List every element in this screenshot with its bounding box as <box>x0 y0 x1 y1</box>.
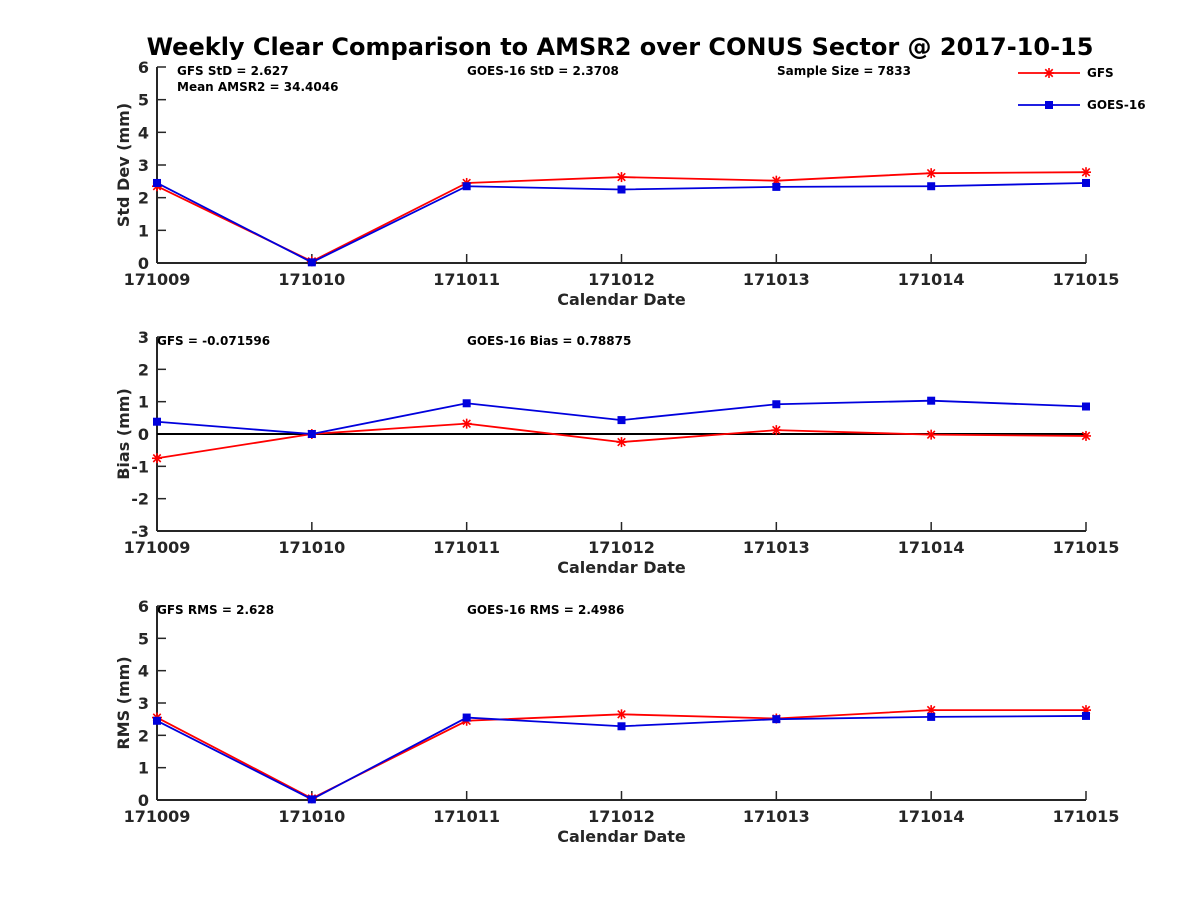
x-axis-label: Calendar Date <box>557 558 686 577</box>
x-tick-label: 171015 <box>1053 807 1120 826</box>
stat-annotation: GOES-16 RMS = 2.4986 <box>467 603 624 617</box>
x-tick-label: 171013 <box>743 538 810 557</box>
data-point-gfs <box>616 437 627 448</box>
x-tick-label: 171014 <box>898 270 965 289</box>
data-point-gfs <box>926 429 937 440</box>
x-tick-label: 171010 <box>278 270 345 289</box>
x-axis-label: Calendar Date <box>557 827 686 846</box>
x-tick-label: 171010 <box>278 538 345 557</box>
y-tick-label: 5 <box>138 91 149 110</box>
data-point-goes-16 <box>772 400 781 409</box>
x-tick-label: 171012 <box>588 807 655 826</box>
data-point-goes-16 <box>772 715 781 724</box>
data-point-goes-16 <box>462 713 471 722</box>
data-point-gfs <box>926 168 937 179</box>
data-point-gfs <box>1081 430 1091 441</box>
data-point-goes-16 <box>617 416 626 425</box>
y-tick-label: 6 <box>138 58 149 77</box>
data-point-goes-16 <box>617 185 626 194</box>
y-tick-label: 3 <box>138 694 149 713</box>
x-tick-label: 171012 <box>588 538 655 557</box>
data-point-goes-16 <box>1082 711 1090 720</box>
chart-panel-3: 0 1 2 3 4 5 6 171009 171010 171011 171012 171013 171… <box>114 597 1119 846</box>
data-point-gfs <box>461 418 472 429</box>
x-tick-label: 171009 <box>124 807 191 826</box>
y-tick-label: 1 <box>138 759 149 778</box>
x-tick-label: 171011 <box>433 538 500 557</box>
x-tick-label: 171009 <box>124 538 191 557</box>
y-tick-label: 2 <box>138 360 149 379</box>
data-point-goes-16 <box>772 182 781 191</box>
figure-title: Weekly Clear Comparison to AMSR2 over CO… <box>147 33 1094 61</box>
series-line-goes-16 <box>156 182 1087 264</box>
legend-label-gfs: GFS <box>1087 66 1114 80</box>
legend-marker-gfs <box>1044 68 1054 78</box>
data-point-gfs <box>616 709 627 720</box>
chart-panel-1: 0 1 2 3 4 5 6 171009 171010 171011 171012 171013 171… <box>114 58 1119 309</box>
y-tick-label: 4 <box>138 123 149 142</box>
y-axis-label: Bias (mm) <box>114 388 133 480</box>
data-point-gfs <box>1081 167 1091 178</box>
data-point-goes-16 <box>1082 402 1090 411</box>
data-point-gfs <box>152 453 162 464</box>
data-point-gfs <box>616 172 627 183</box>
chart-panel-2: -3 -2 -1 0 1 2 3 171009 171010 171011 171012 171013… <box>114 328 1119 577</box>
y-tick-label: 1 <box>138 393 149 412</box>
stat-annotation: Mean AMSR2 = 34.4046 <box>177 80 338 94</box>
x-axis-label: Calendar Date <box>557 290 686 309</box>
data-point-goes-16 <box>307 258 316 267</box>
x-tick-label: 171014 <box>898 538 965 557</box>
data-point-goes-16 <box>153 417 161 426</box>
y-tick-label: 3 <box>138 328 149 347</box>
x-tick-label: 171011 <box>433 807 500 826</box>
data-point-goes-16 <box>617 722 626 731</box>
legend: GFS GOES-16 <box>1018 66 1146 112</box>
y-tick-label: 6 <box>138 597 149 616</box>
y-tick-label: 0 <box>138 254 149 273</box>
chart-panels: 0 1 2 3 4 5 6 171009 171010 171011 171012 171013 171… <box>114 58 1119 846</box>
data-point-goes-16 <box>307 795 316 804</box>
y-tick-label: 2 <box>138 189 149 208</box>
y-tick-label: 5 <box>138 629 149 648</box>
x-tick-label: 171011 <box>433 270 500 289</box>
y-tick-label: -3 <box>131 522 149 541</box>
x-tick-label: 171015 <box>1053 538 1120 557</box>
y-tick-label: 2 <box>138 726 149 745</box>
y-tick-label: -1 <box>131 457 149 476</box>
stat-annotation: GFS = -0.071596 <box>157 334 270 348</box>
x-tick-label: 171010 <box>278 807 345 826</box>
x-tick-label: 171009 <box>124 270 191 289</box>
stat-annotation: GOES-16 Bias = 0.78875 <box>467 334 631 348</box>
data-point-goes-16 <box>307 430 316 438</box>
y-axis-label: Std Dev (mm) <box>114 103 133 227</box>
stat-annotation: GFS RMS = 2.628 <box>157 603 274 617</box>
y-axis-label: RMS (mm) <box>114 656 133 749</box>
stat-annotation: GOES-16 StD = 2.3708 <box>467 64 619 78</box>
data-point-goes-16 <box>927 396 936 405</box>
legend-label-goes-16: GOES-16 <box>1087 98 1146 112</box>
stat-annotation: GFS StD = 2.627 <box>177 64 289 78</box>
y-tick-label: 4 <box>138 662 149 681</box>
legend-marker-goes-16 <box>1045 101 1053 109</box>
y-tick-label: 1 <box>138 221 149 240</box>
x-tick-label: 171015 <box>1053 270 1120 289</box>
data-point-goes-16 <box>927 182 936 191</box>
y-tick-label: -2 <box>131 490 149 509</box>
y-tick-label: 0 <box>138 425 149 444</box>
x-tick-label: 171012 <box>588 270 655 289</box>
x-tick-label: 171013 <box>743 270 810 289</box>
data-point-goes-16 <box>462 399 471 408</box>
data-point-goes-16 <box>927 712 936 721</box>
y-tick-label: 3 <box>138 156 149 175</box>
data-point-goes-16 <box>153 178 161 187</box>
data-point-goes-16 <box>1082 178 1090 187</box>
stat-annotation: Sample Size = 7833 <box>777 64 911 78</box>
data-point-goes-16 <box>462 182 471 191</box>
data-point-goes-16 <box>153 716 161 725</box>
x-tick-label: 171014 <box>898 807 965 826</box>
x-tick-label: 171013 <box>743 807 810 826</box>
data-point-gfs <box>771 425 782 436</box>
y-tick-label: 0 <box>138 791 149 810</box>
